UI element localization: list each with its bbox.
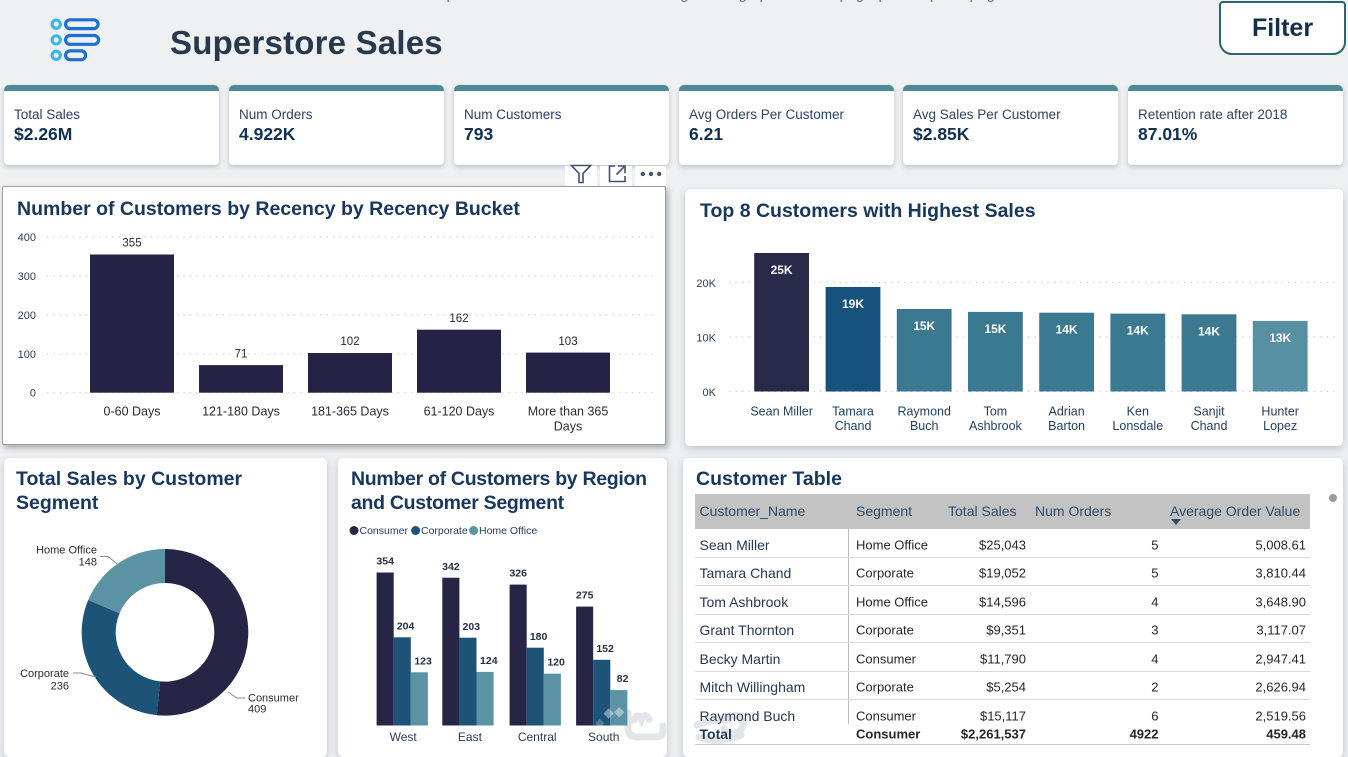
svg-text:Tamara: Tamara: [832, 405, 874, 419]
svg-text:162: 162: [449, 313, 468, 325]
svg-text:124: 124: [480, 655, 498, 667]
svg-text:120: 120: [547, 657, 565, 669]
svg-text:Consumer: Consumer: [360, 525, 409, 537]
svg-text:Ashbrook: Ashbrook: [969, 419, 1023, 433]
svg-text:400: 400: [18, 232, 36, 244]
svg-text:14K: 14K: [1056, 323, 1078, 337]
svg-text:103: 103: [558, 336, 577, 348]
svg-text:South: South: [588, 730, 619, 744]
svg-text:409: 409: [248, 704, 266, 716]
svg-text:More than 365: More than 365: [528, 405, 609, 419]
svg-text:West: West: [390, 730, 418, 744]
svg-text:275: 275: [576, 590, 594, 602]
svg-text:148: 148: [79, 557, 97, 569]
svg-text:354: 354: [376, 556, 394, 568]
svg-text:15K: 15K: [984, 322, 1006, 336]
svg-text:Raymond: Raymond: [897, 405, 951, 419]
svg-text:355: 355: [122, 238, 141, 250]
svg-text:19K: 19K: [842, 297, 864, 311]
svg-text:0K: 0K: [703, 387, 717, 399]
svg-text:342: 342: [442, 561, 460, 573]
svg-text:Chand: Chand: [1191, 419, 1228, 433]
svg-text:Tom: Tom: [984, 405, 1008, 419]
svg-text:Chand: Chand: [835, 419, 872, 433]
svg-text:Barton: Barton: [1048, 419, 1085, 433]
svg-text:Lonsdale: Lonsdale: [1112, 419, 1163, 433]
svg-text:20K: 20K: [696, 278, 716, 290]
svg-text:204: 204: [397, 620, 415, 632]
svg-text:Adrian: Adrian: [1049, 405, 1085, 419]
svg-text:300: 300: [18, 271, 36, 283]
svg-text:82: 82: [617, 673, 629, 685]
svg-text:Ken: Ken: [1127, 405, 1149, 419]
svg-text:61-120 Days: 61-120 Days: [424, 405, 495, 419]
svg-text:Lopez: Lopez: [1263, 419, 1297, 433]
svg-text:181-365 Days: 181-365 Days: [311, 405, 389, 419]
svg-text:13K: 13K: [1269, 331, 1291, 345]
svg-text:102: 102: [340, 336, 359, 348]
svg-text:14K: 14K: [1127, 324, 1149, 338]
svg-text:236: 236: [51, 681, 69, 693]
svg-text:Home Office: Home Office: [479, 525, 537, 537]
svg-text:Corporate: Corporate: [421, 525, 468, 537]
svg-text:Corporate: Corporate: [20, 668, 69, 680]
svg-text:14K: 14K: [1198, 324, 1220, 338]
svg-text:Consumer: Consumer: [248, 693, 299, 705]
svg-text:Days: Days: [554, 420, 582, 434]
svg-text:326: 326: [509, 568, 527, 580]
svg-text:Buch: Buch: [910, 419, 939, 433]
svg-text:25K: 25K: [771, 263, 793, 277]
svg-text:10K: 10K: [696, 332, 716, 344]
svg-text:203: 203: [463, 621, 481, 633]
svg-text:180: 180: [530, 631, 548, 643]
svg-text:Hunter: Hunter: [1261, 405, 1299, 419]
svg-text:East: East: [458, 730, 483, 744]
svg-text:Sanjit: Sanjit: [1193, 405, 1225, 419]
svg-text:123: 123: [414, 655, 432, 667]
svg-text:0-60 Days: 0-60 Days: [104, 405, 161, 419]
svg-text:152: 152: [596, 643, 614, 655]
svg-text:121-180 Days: 121-180 Days: [202, 405, 280, 419]
svg-text:Home Office: Home Office: [36, 545, 97, 557]
svg-text:Central: Central: [518, 730, 557, 744]
svg-text:0: 0: [30, 388, 36, 400]
svg-text:15K: 15K: [913, 319, 935, 333]
svg-text:Sean Miller: Sean Miller: [750, 405, 813, 419]
svg-text:200: 200: [18, 310, 36, 322]
svg-text:100: 100: [18, 349, 36, 361]
svg-text:71: 71: [235, 348, 248, 360]
